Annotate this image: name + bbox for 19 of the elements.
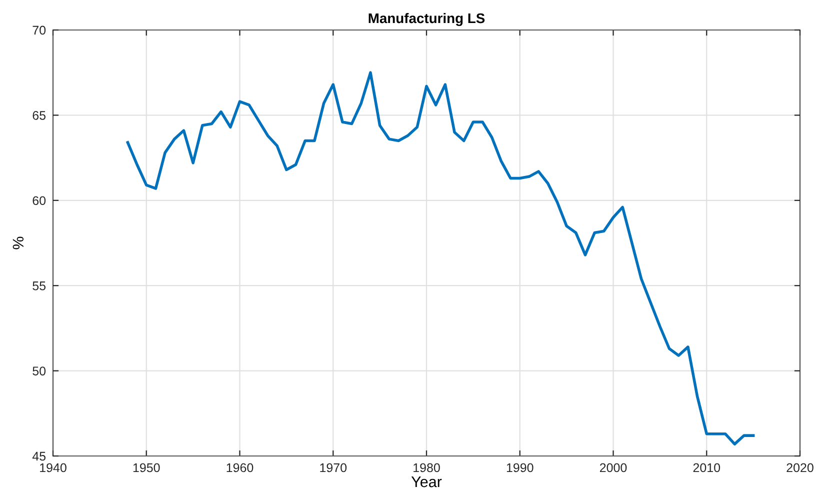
x-tick-label: 1960 <box>226 463 254 472</box>
x-tick-label: 2000 <box>600 463 627 472</box>
line-series <box>126 71 755 446</box>
y-axis-title: % <box>12 236 24 250</box>
x-tick-label: 1970 <box>320 463 347 472</box>
y-tick-label: 60 <box>32 196 46 206</box>
x-axis-title: Year <box>411 476 442 488</box>
y-tick-label: 70 <box>32 26 46 35</box>
y-tick-label: 50 <box>32 366 46 376</box>
x-tick-label: 2020 <box>786 463 814 472</box>
x-tick-label: 1940 <box>40 463 66 472</box>
x-tick-label: 1980 <box>414 463 440 472</box>
chart-title: Manufacturing LS <box>368 12 485 26</box>
y-tick-label: 55 <box>32 282 46 290</box>
y-tick-label: 45 <box>32 452 46 461</box>
x-tick-label: 1990 <box>506 463 534 472</box>
x-tick-label: 2010 <box>693 463 720 472</box>
x-tick-label: 1950 <box>133 463 160 472</box>
y-tick-label: 65 <box>32 111 46 120</box>
